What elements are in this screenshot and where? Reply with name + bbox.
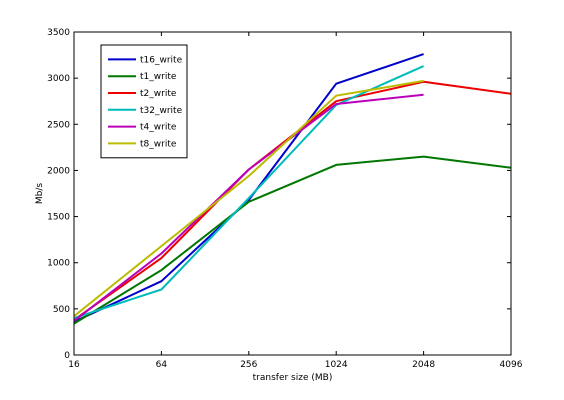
x-tick-label: 256 — [240, 360, 257, 370]
series-line-t16-write — [73, 53, 424, 323]
plot-area — [73, 31, 512, 356]
y-axis-label: Mb/s — [35, 183, 45, 205]
ticks-layer: 16 64 256 1024 2048 4096 0 500 1000 1500 2000 2500 3… — [47, 28, 523, 370]
x-tick-label: 2048 — [412, 360, 435, 370]
y-tick-label: 500 — [53, 305, 70, 315]
y-tick-label: 2500 — [47, 120, 70, 130]
legend-label: t1_write — [140, 72, 177, 82]
x-tick-label: 4096 — [500, 360, 523, 370]
legend: t16_write t1_write t2_write t32_write t4_wri… — [100, 44, 188, 159]
legend-label: t32_write — [140, 106, 183, 116]
series-line-t4-write — [73, 93, 424, 322]
series-line-t8-write — [73, 79, 424, 317]
legend-label: t16_write — [140, 55, 183, 65]
y-tick-label: 3500 — [47, 28, 70, 38]
y-tick-label: 1500 — [47, 213, 70, 223]
y-tick-label: 0 — [64, 351, 70, 361]
x-tick-label: 1024 — [325, 360, 348, 370]
x-axis-label: transfer size (MB) — [253, 373, 333, 383]
series-layer — [73, 53, 512, 325]
y-tick-label: 1000 — [47, 259, 70, 269]
y-tick-label: 2000 — [47, 166, 70, 176]
legend-label: t2_write — [140, 89, 177, 99]
legend-label: t4_write — [140, 123, 177, 133]
series-line-t32-write — [73, 65, 425, 320]
legend-label: t8_write — [140, 139, 177, 149]
series-line-t1-write — [73, 155, 512, 325]
legend-box — [100, 44, 188, 159]
y-tick-label: 3000 — [47, 74, 70, 84]
x-tick-label: 64 — [156, 360, 168, 370]
x-tick-label: 16 — [68, 360, 80, 370]
